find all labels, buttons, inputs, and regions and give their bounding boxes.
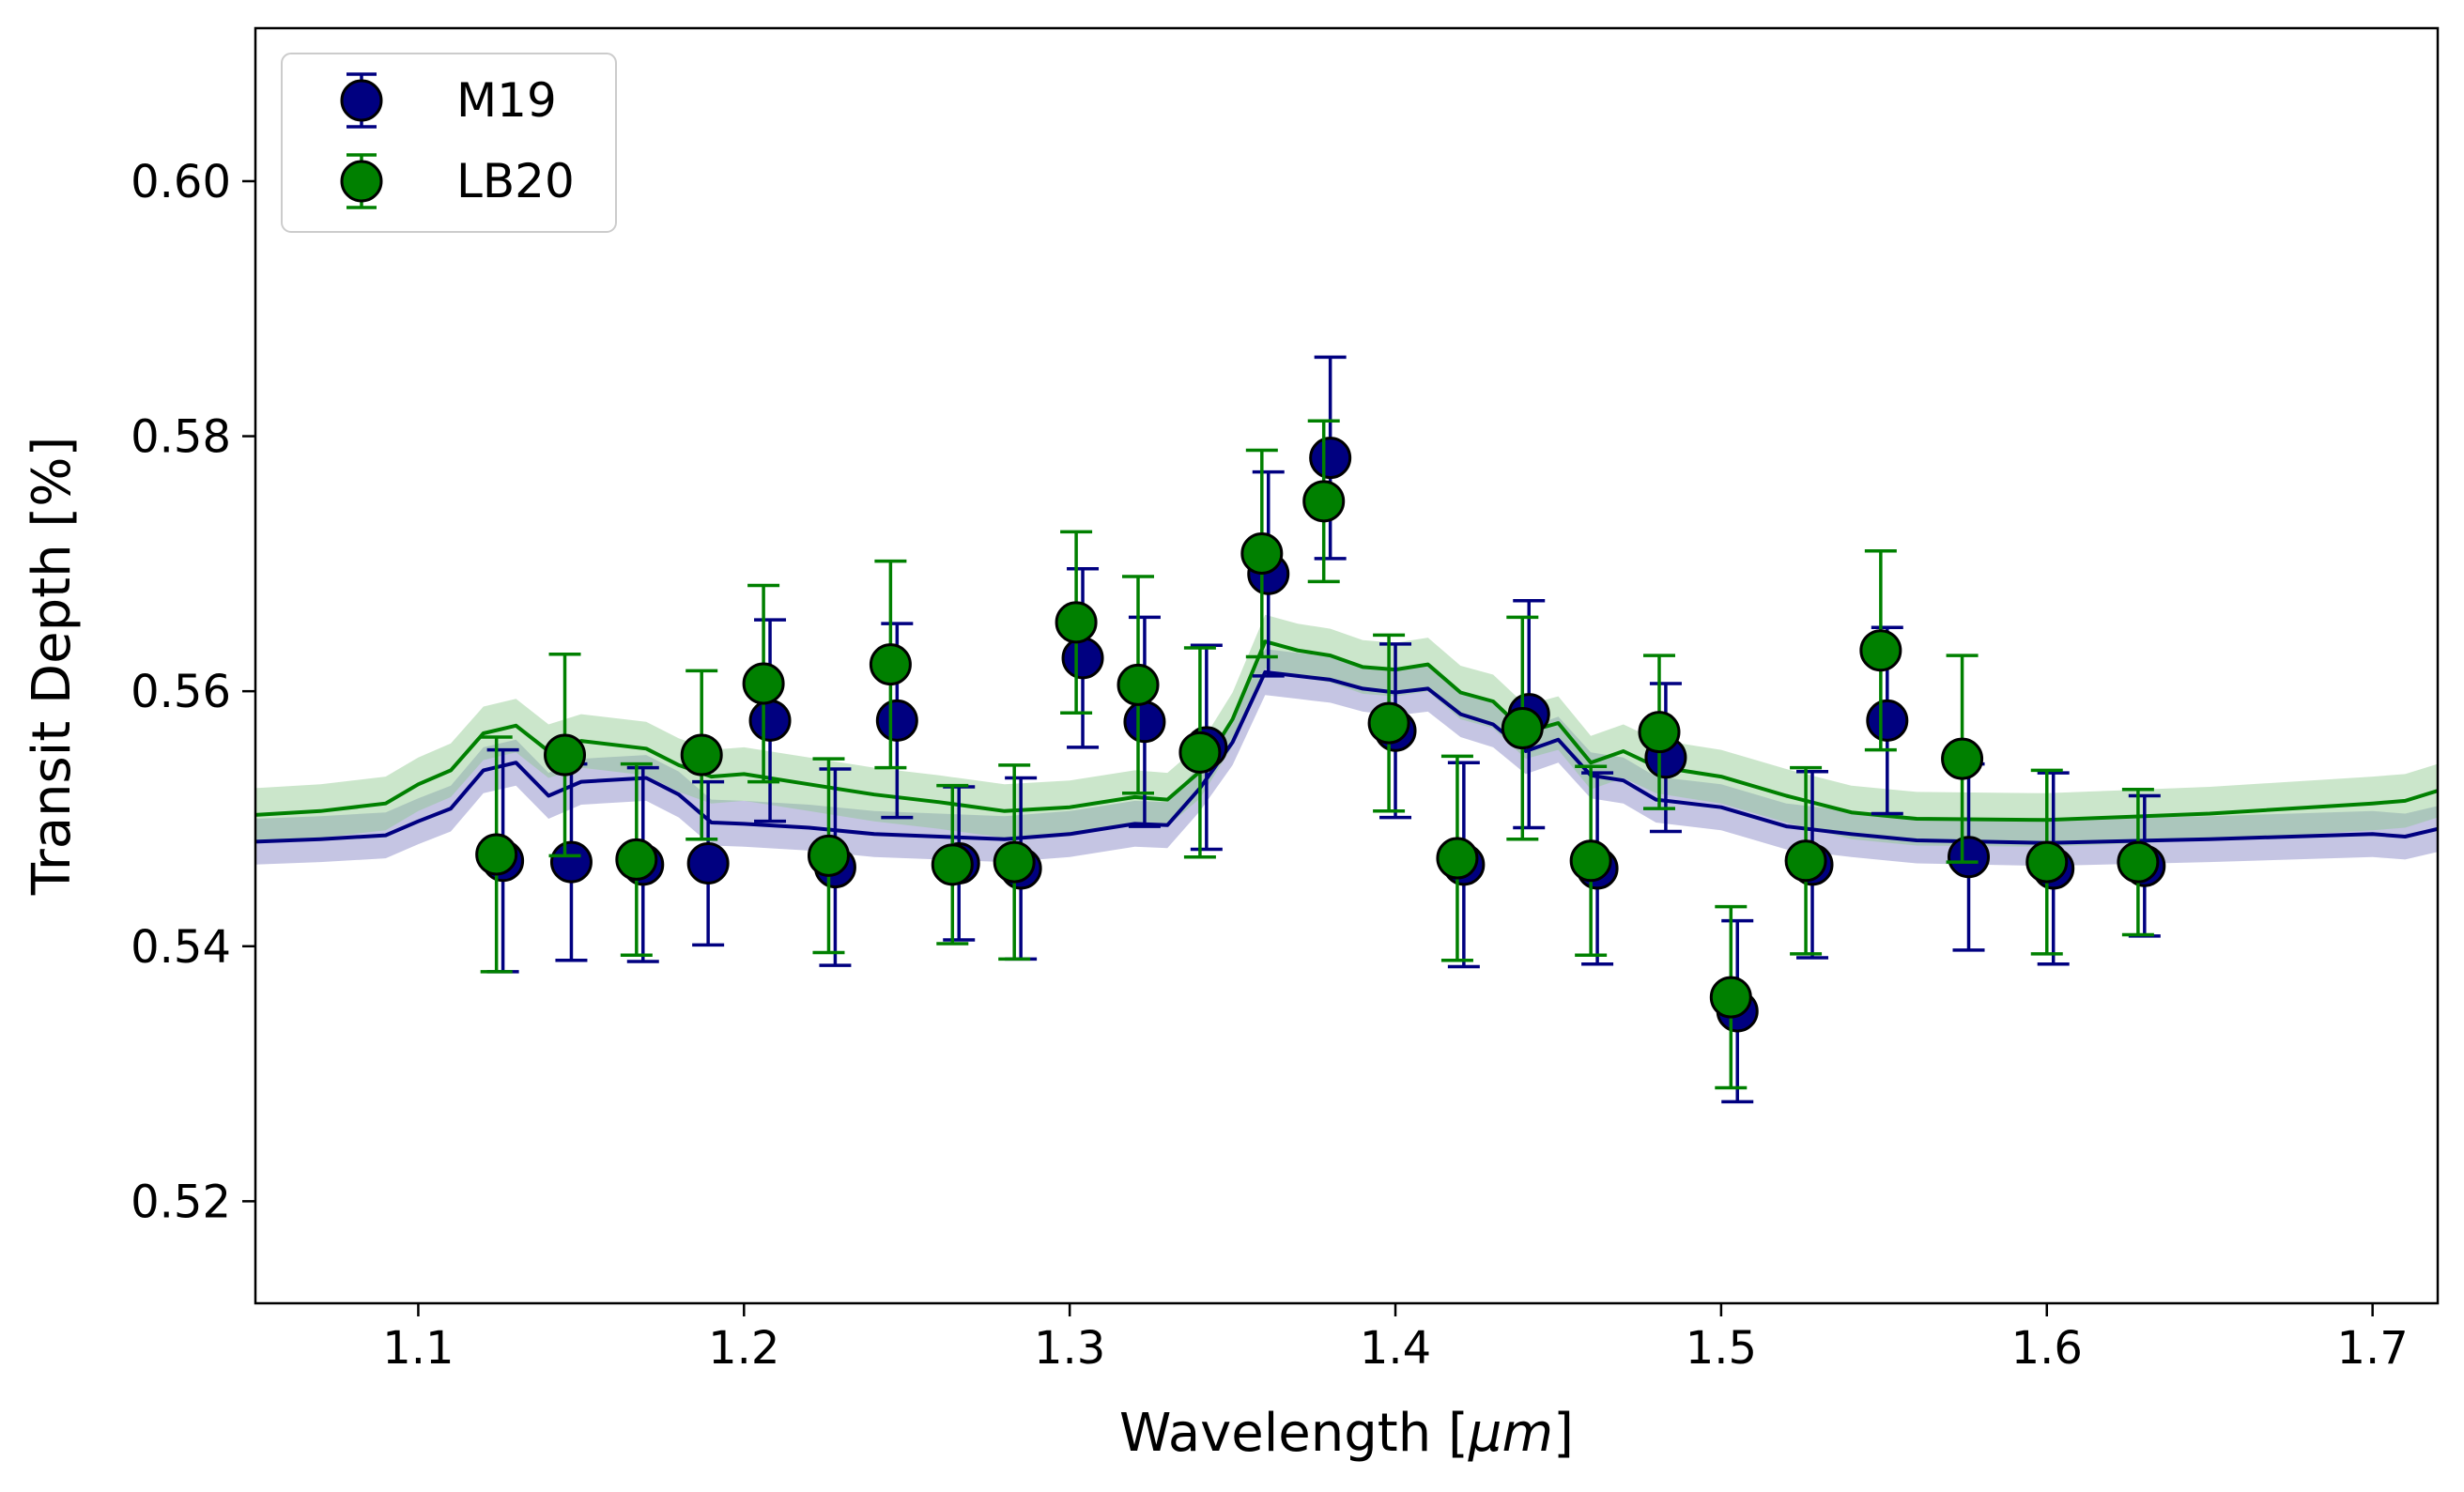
data-point-lb20 [544,653,587,858]
data-point-lb20 [1709,904,1752,1090]
marker-lb20 [680,733,723,777]
x-tick-label: 1.2 [708,1322,779,1375]
marker-lb20 [2025,840,2069,884]
data-point-m19 [875,622,918,820]
data-point-lb20 [1367,633,1410,813]
legend-m19-label: M19 [456,73,557,128]
marker-lb20 [1302,480,1346,523]
data-point-m19 [686,779,730,947]
data-point-lb20 [1941,654,1984,864]
data-point-lb20 [475,735,518,974]
data-point-lb20 [869,559,912,770]
x-tick-label: 1.3 [1034,1322,1105,1375]
legend-item-lb20: LB20 [340,153,575,209]
x-tick-label: 1.7 [2336,1322,2408,1375]
y-tick-label: 0.58 [131,411,231,464]
marker-lb20 [931,843,974,886]
marker-lb20 [475,833,518,876]
marker-lb20 [1709,976,1752,1019]
marker-lb20 [742,662,785,705]
legend-lb20-marker [340,160,383,203]
marker-lb20 [1638,711,1681,754]
marker-m19 [1866,699,1909,742]
marker-m19 [875,699,918,742]
legend-lb20-label: LB20 [456,154,575,208]
data-point-m19 [1061,567,1104,749]
marker-lb20 [2117,840,2160,884]
x-axis: 1.1 1.2 1.3 1.4 1.5 1.6 1.7 [382,1303,2409,1375]
data-point-lb20 [1240,448,1284,659]
marker-lb20 [1436,837,1479,880]
data-point-m19 [1948,761,1991,952]
data-point-lb20 [742,583,785,784]
model-line-m19 [255,669,2438,845]
data-point-lb20 [1501,615,1544,841]
data-point-m19 [1309,355,1352,561]
marker-lb20 [544,733,587,777]
marker-m19 [1309,437,1352,480]
data-point-lb20 [931,783,974,946]
marker-lb20 [1941,737,1984,780]
y-tick-label: 0.56 [131,666,231,718]
legend: M19 LB20 [281,53,617,233]
data-point-lb20 [1859,549,1902,752]
data-point-lb20 [1178,646,1222,859]
data-point-lb20 [807,757,850,955]
marker-lb20 [1859,629,1902,672]
marker-m19 [1123,700,1166,744]
marker-lb20 [993,840,1036,884]
data-point-lb20 [1055,530,1098,715]
marker-lb20 [1055,601,1098,644]
data-point-m19 [748,618,792,823]
x-tick-label: 1.1 [382,1322,454,1375]
marker-m19 [748,699,792,742]
data-points [475,355,2166,1104]
marker-lb20 [1240,531,1284,575]
data-point-lb20 [1116,575,1160,795]
data-point-lb20 [615,761,658,958]
legend-item-m19: M19 [340,72,557,129]
legend-m19-marker [340,79,383,122]
data-point-lb20 [1569,764,1612,958]
marker-lb20 [807,834,850,877]
plot-frame [254,26,2440,1305]
marker-m19 [1948,836,1991,879]
x-tick-label: 1.5 [1686,1322,1757,1375]
marker-lb20 [615,838,658,881]
x-tick-label: 1.6 [2011,1322,2083,1375]
y-axis: 0.52 0.54 0.56 0.58 0.60 [131,156,255,1228]
marker-lb20 [1367,701,1410,745]
data-point-lb20 [680,669,723,841]
marker-m19 [686,841,730,884]
model-band-lb20 [255,614,2438,847]
x-tick-label: 1.4 [1360,1322,1431,1375]
data-point-lb20 [1784,765,1827,956]
marker-lb20 [869,643,912,686]
y-tick-label: 0.60 [131,156,231,208]
marker-lb20 [1116,663,1160,706]
marker-lb20 [1501,707,1544,750]
marker-lb20 [1784,839,1827,883]
marker-m19 [549,840,593,884]
marker-lb20 [1569,839,1612,883]
model-band-m19 [255,649,2438,867]
data-point-lb20 [993,763,1036,961]
y-tick-label: 0.52 [131,1176,231,1228]
data-point-lb20 [2117,787,2160,937]
marker-m19 [1061,637,1104,680]
model-bands [255,614,2438,867]
x-axis-title: Wavelength [μm] [1119,1403,1574,1464]
data-point-lb20 [2025,768,2069,956]
data-point-lb20 [1638,654,1681,810]
data-point-lb20 [1302,419,1346,584]
y-tick-label: 0.54 [131,921,231,974]
marker-lb20 [1178,731,1222,774]
data-point-lb20 [1436,754,1479,962]
y-axis-title: Transit Depth [%] [22,437,83,897]
